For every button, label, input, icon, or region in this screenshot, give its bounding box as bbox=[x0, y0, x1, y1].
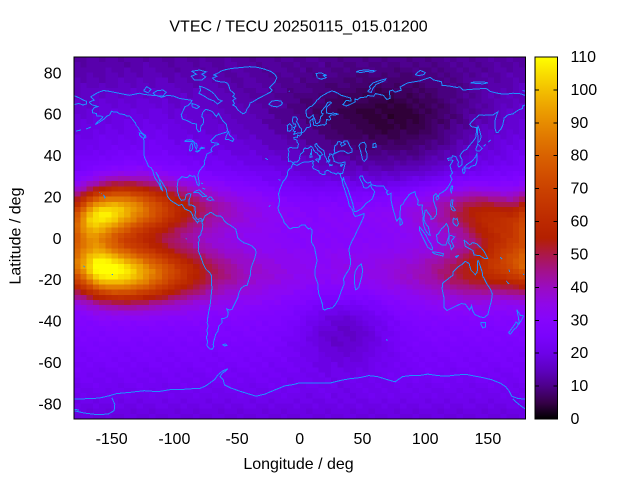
svg-text:50: 50 bbox=[571, 246, 589, 263]
svg-text:50: 50 bbox=[354, 431, 372, 448]
svg-text:-60: -60 bbox=[38, 355, 61, 372]
svg-text:100: 100 bbox=[412, 431, 439, 448]
svg-text:40: 40 bbox=[571, 279, 589, 296]
svg-text:VTEC / TECU 20250115_015.01200: VTEC / TECU 20250115_015.01200 bbox=[169, 19, 427, 36]
svg-text:90: 90 bbox=[571, 115, 589, 132]
svg-text:40: 40 bbox=[44, 148, 62, 165]
svg-text:80: 80 bbox=[571, 148, 589, 165]
svg-text:-50: -50 bbox=[225, 431, 248, 448]
svg-text:-80: -80 bbox=[38, 396, 61, 413]
svg-text:Latitude / deg: Latitude / deg bbox=[8, 188, 25, 285]
svg-text:60: 60 bbox=[44, 107, 62, 124]
svg-text:-40: -40 bbox=[38, 314, 61, 331]
svg-text:80: 80 bbox=[44, 65, 62, 82]
svg-text:0: 0 bbox=[295, 431, 304, 448]
svg-text:30: 30 bbox=[571, 312, 589, 329]
svg-text:150: 150 bbox=[475, 431, 502, 448]
svg-text:Longitude / deg: Longitude / deg bbox=[243, 456, 353, 473]
svg-text:70: 70 bbox=[571, 181, 589, 198]
svg-text:-100: -100 bbox=[158, 431, 190, 448]
svg-text:110: 110 bbox=[571, 49, 597, 66]
svg-text:-150: -150 bbox=[96, 431, 128, 448]
svg-text:20: 20 bbox=[44, 189, 62, 206]
svg-text:0: 0 bbox=[571, 411, 580, 428]
svg-text:-20: -20 bbox=[38, 272, 61, 289]
svg-text:100: 100 bbox=[571, 82, 598, 99]
svg-text:10: 10 bbox=[571, 378, 589, 395]
svg-text:60: 60 bbox=[571, 214, 589, 231]
svg-text:0: 0 bbox=[53, 231, 62, 248]
svg-text:20: 20 bbox=[571, 345, 589, 362]
